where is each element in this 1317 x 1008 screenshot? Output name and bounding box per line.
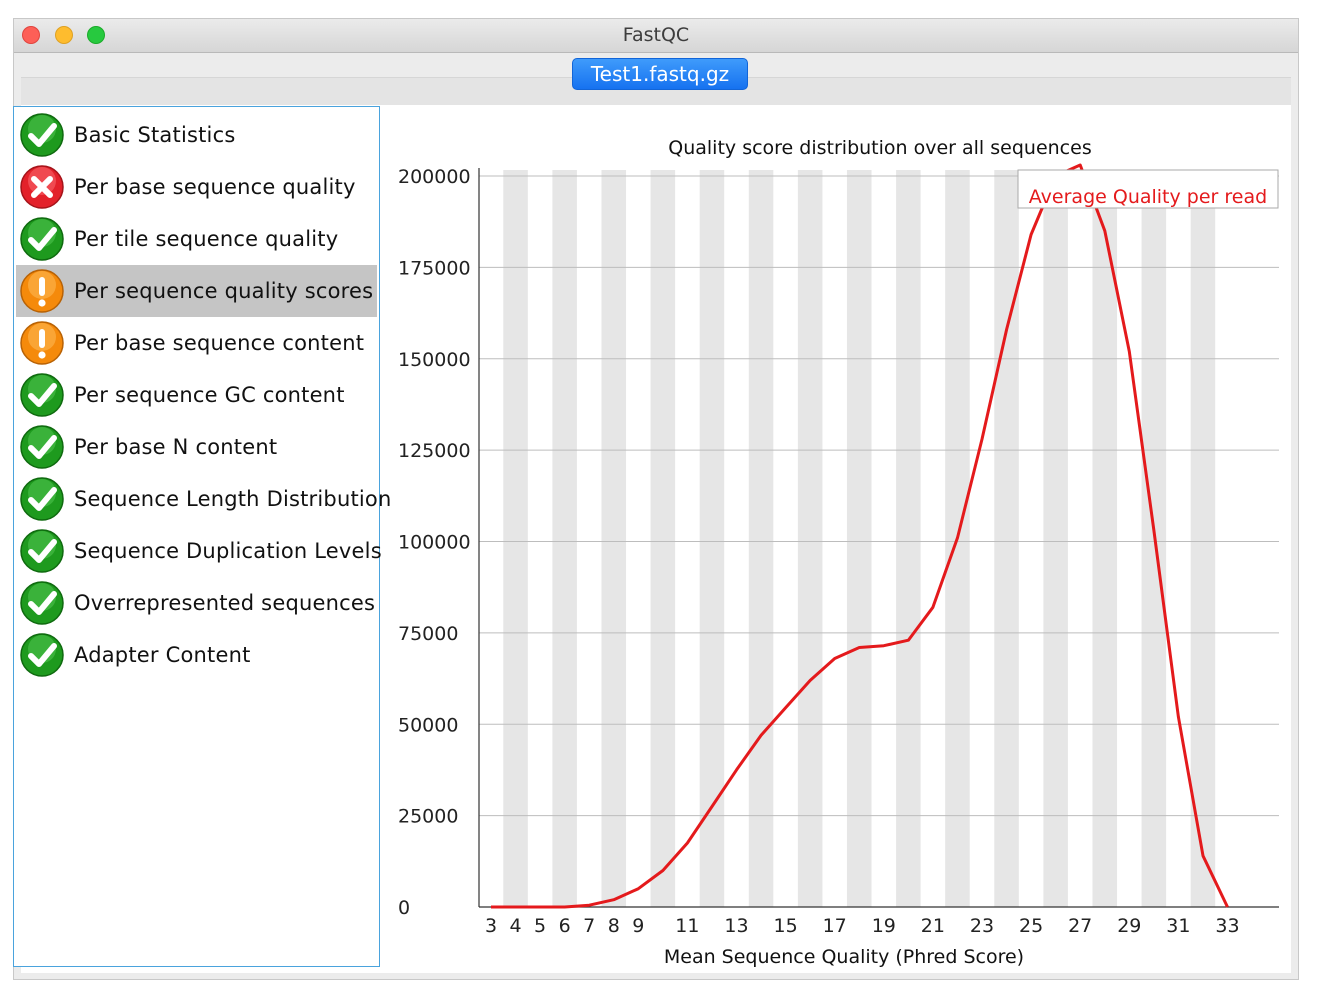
module-sequence-length-distribution[interactable]: Sequence Length Distribution: [16, 473, 391, 525]
module-list: Basic Statistics Per base sequence quali…: [13, 106, 391, 967]
x-tick-label: 8: [608, 915, 620, 937]
x-tick-label: 9: [632, 915, 644, 937]
module-label: Per sequence quality scores: [74, 279, 374, 303]
module-sequence-duplication-levels[interactable]: Sequence Duplication Levels: [16, 525, 382, 577]
background-band: [650, 170, 676, 907]
module-label: Sequence Length Distribution: [74, 487, 392, 511]
minimize-window-button[interactable]: [55, 26, 73, 44]
x-tick-label: 31: [1166, 915, 1190, 937]
x-tick-label: 17: [823, 915, 847, 937]
module-label: Per base sequence quality: [74, 175, 356, 199]
x-tick-label: 23: [970, 915, 994, 937]
check-icon: [20, 217, 64, 261]
background-band: [748, 170, 774, 907]
x-tick-label: 7: [583, 915, 595, 937]
legend-label: Average Quality per read: [1029, 186, 1267, 208]
module-label: Per sequence GC content: [74, 383, 345, 407]
x-tick-label: 19: [872, 915, 896, 937]
module-per-sequence-gc-content[interactable]: Per sequence GC content: [16, 369, 377, 421]
module-label: Per tile sequence quality: [74, 227, 339, 251]
y-tick-label: 75000: [398, 623, 458, 645]
legend-box: [1017, 169, 1279, 209]
module-overrepresented-sequences[interactable]: Overrepresented sequences: [16, 577, 377, 629]
module-label: Per base N content: [74, 435, 278, 459]
close-window-button[interactable]: [22, 26, 40, 44]
warning-icon: [20, 269, 64, 313]
check-icon: [20, 113, 64, 157]
window-title: FastQC: [622, 24, 690, 46]
x-tick-label: 27: [1068, 915, 1092, 937]
y-tick-label: 175000: [398, 257, 471, 279]
background-band: [1190, 170, 1216, 907]
module-label: Basic Statistics: [74, 123, 236, 147]
check-icon: [20, 581, 64, 625]
background-band: [699, 170, 725, 907]
x-tick-label: 13: [724, 915, 748, 937]
x-tick-label: 21: [921, 915, 945, 937]
module-per-base-sequence-quality[interactable]: Per base sequence quality: [16, 161, 377, 213]
title-bar[interactable]: FastQC: [14, 19, 1298, 53]
module-label: Overrepresented sequences: [74, 591, 376, 615]
zoom-window-button[interactable]: [87, 26, 105, 44]
check-icon: [20, 425, 64, 469]
module-label: Adapter Content: [74, 643, 251, 667]
x-tick-label: 25: [1019, 915, 1043, 937]
check-icon: [20, 633, 64, 677]
background-band: [1043, 170, 1068, 907]
background-band: [797, 170, 823, 907]
background-band: [1092, 170, 1118, 907]
module-label: Per base sequence content: [74, 331, 365, 355]
chart-title: Quality score distribution over all sequ…: [668, 137, 1091, 159]
x-tick-label: 15: [774, 915, 798, 937]
module-per-tile-sequence-quality[interactable]: Per tile sequence quality: [16, 213, 377, 265]
cross-icon: [20, 165, 64, 209]
background-band: [552, 170, 577, 907]
y-tick-label: 200000: [398, 166, 471, 188]
y-tick-label: 0: [398, 897, 410, 919]
x-tick-label: 3: [485, 915, 497, 937]
y-tick-label: 50000: [398, 714, 458, 736]
y-tick-label: 150000: [398, 349, 471, 371]
x-axis-label: Mean Sequence Quality (Phred Score): [664, 946, 1024, 968]
x-tick-label: 6: [559, 915, 571, 937]
module-per-base-sequence-content[interactable]: Per base sequence content: [16, 317, 377, 369]
module-per-base-n-content[interactable]: Per base N content: [16, 421, 377, 473]
quality-score-chart: 0 25000 50000 75000 100000 125000 150000 175000…: [398, 137, 1279, 968]
module-basic-statistics[interactable]: Basic Statistics: [16, 109, 377, 161]
x-tick-label: 33: [1215, 915, 1239, 937]
background-band: [994, 170, 1019, 907]
y-tick-label: 125000: [398, 440, 471, 462]
background-band: [503, 170, 528, 907]
module-per-sequence-quality-scores[interactable]: Per sequence quality scores: [16, 265, 377, 317]
x-tick-label: 11: [675, 915, 699, 937]
background-band: [846, 170, 872, 907]
check-icon: [20, 373, 64, 417]
background-band: [896, 170, 921, 907]
module-label: Sequence Duplication Levels: [74, 539, 382, 563]
tab-test1-fastq[interactable]: Test1.fastq.gz: [572, 58, 748, 90]
module-adapter-content[interactable]: Adapter Content: [16, 629, 377, 681]
x-tick-label: 4: [510, 915, 522, 937]
y-tick-label: 100000: [398, 532, 471, 554]
check-icon: [20, 477, 64, 521]
x-tick-label: 5: [534, 915, 546, 937]
y-tick-label: 25000: [398, 806, 458, 828]
x-tick-label: 29: [1117, 915, 1141, 937]
series-line-average-quality: [491, 163, 1229, 909]
check-icon: [20, 529, 64, 573]
background-band: [601, 170, 627, 907]
warning-icon: [20, 321, 64, 365]
